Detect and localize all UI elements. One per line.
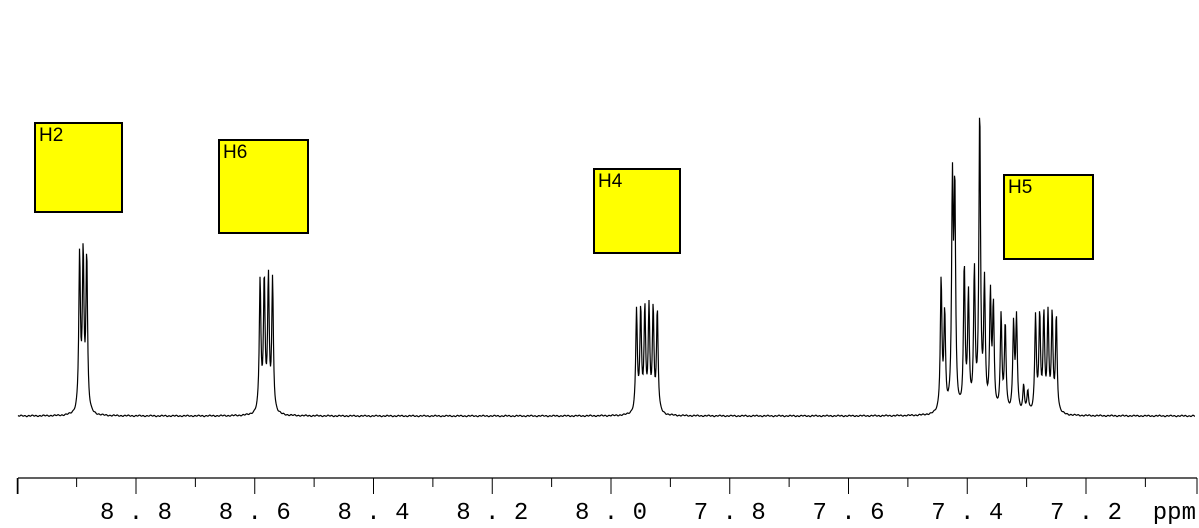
x-axis: 8 . 8 8 . 6 8 . 4 8 . 2 8 . 0 7 . 8 7 . 6 7 . 4… <box>16 477 1198 527</box>
x-tick-label: 8 . 0 <box>575 500 647 527</box>
peak-label-h2: H2 <box>34 122 123 213</box>
spectrum-trace <box>17 117 1195 418</box>
peak-label-h4: H4 <box>593 168 681 254</box>
x-tick-label: 8 . 2 <box>456 500 528 527</box>
peak-label-h5: H5 <box>1003 174 1094 260</box>
x-tick-label: 7 . 6 <box>812 500 884 527</box>
x-tick-label: 7 . 8 <box>694 500 766 527</box>
x-tick-label: 7 . 2 <box>1050 500 1122 527</box>
peak-label-h6: H6 <box>218 139 309 234</box>
x-tick-label: 8 . 8 <box>100 500 172 527</box>
x-tick-label: 8 . 4 <box>337 500 409 527</box>
x-tick-label: 7 . 4 <box>931 500 1003 527</box>
x-axis-unit-label: ppm <box>1153 500 1196 527</box>
x-tick-label: 8 . 6 <box>219 500 291 527</box>
